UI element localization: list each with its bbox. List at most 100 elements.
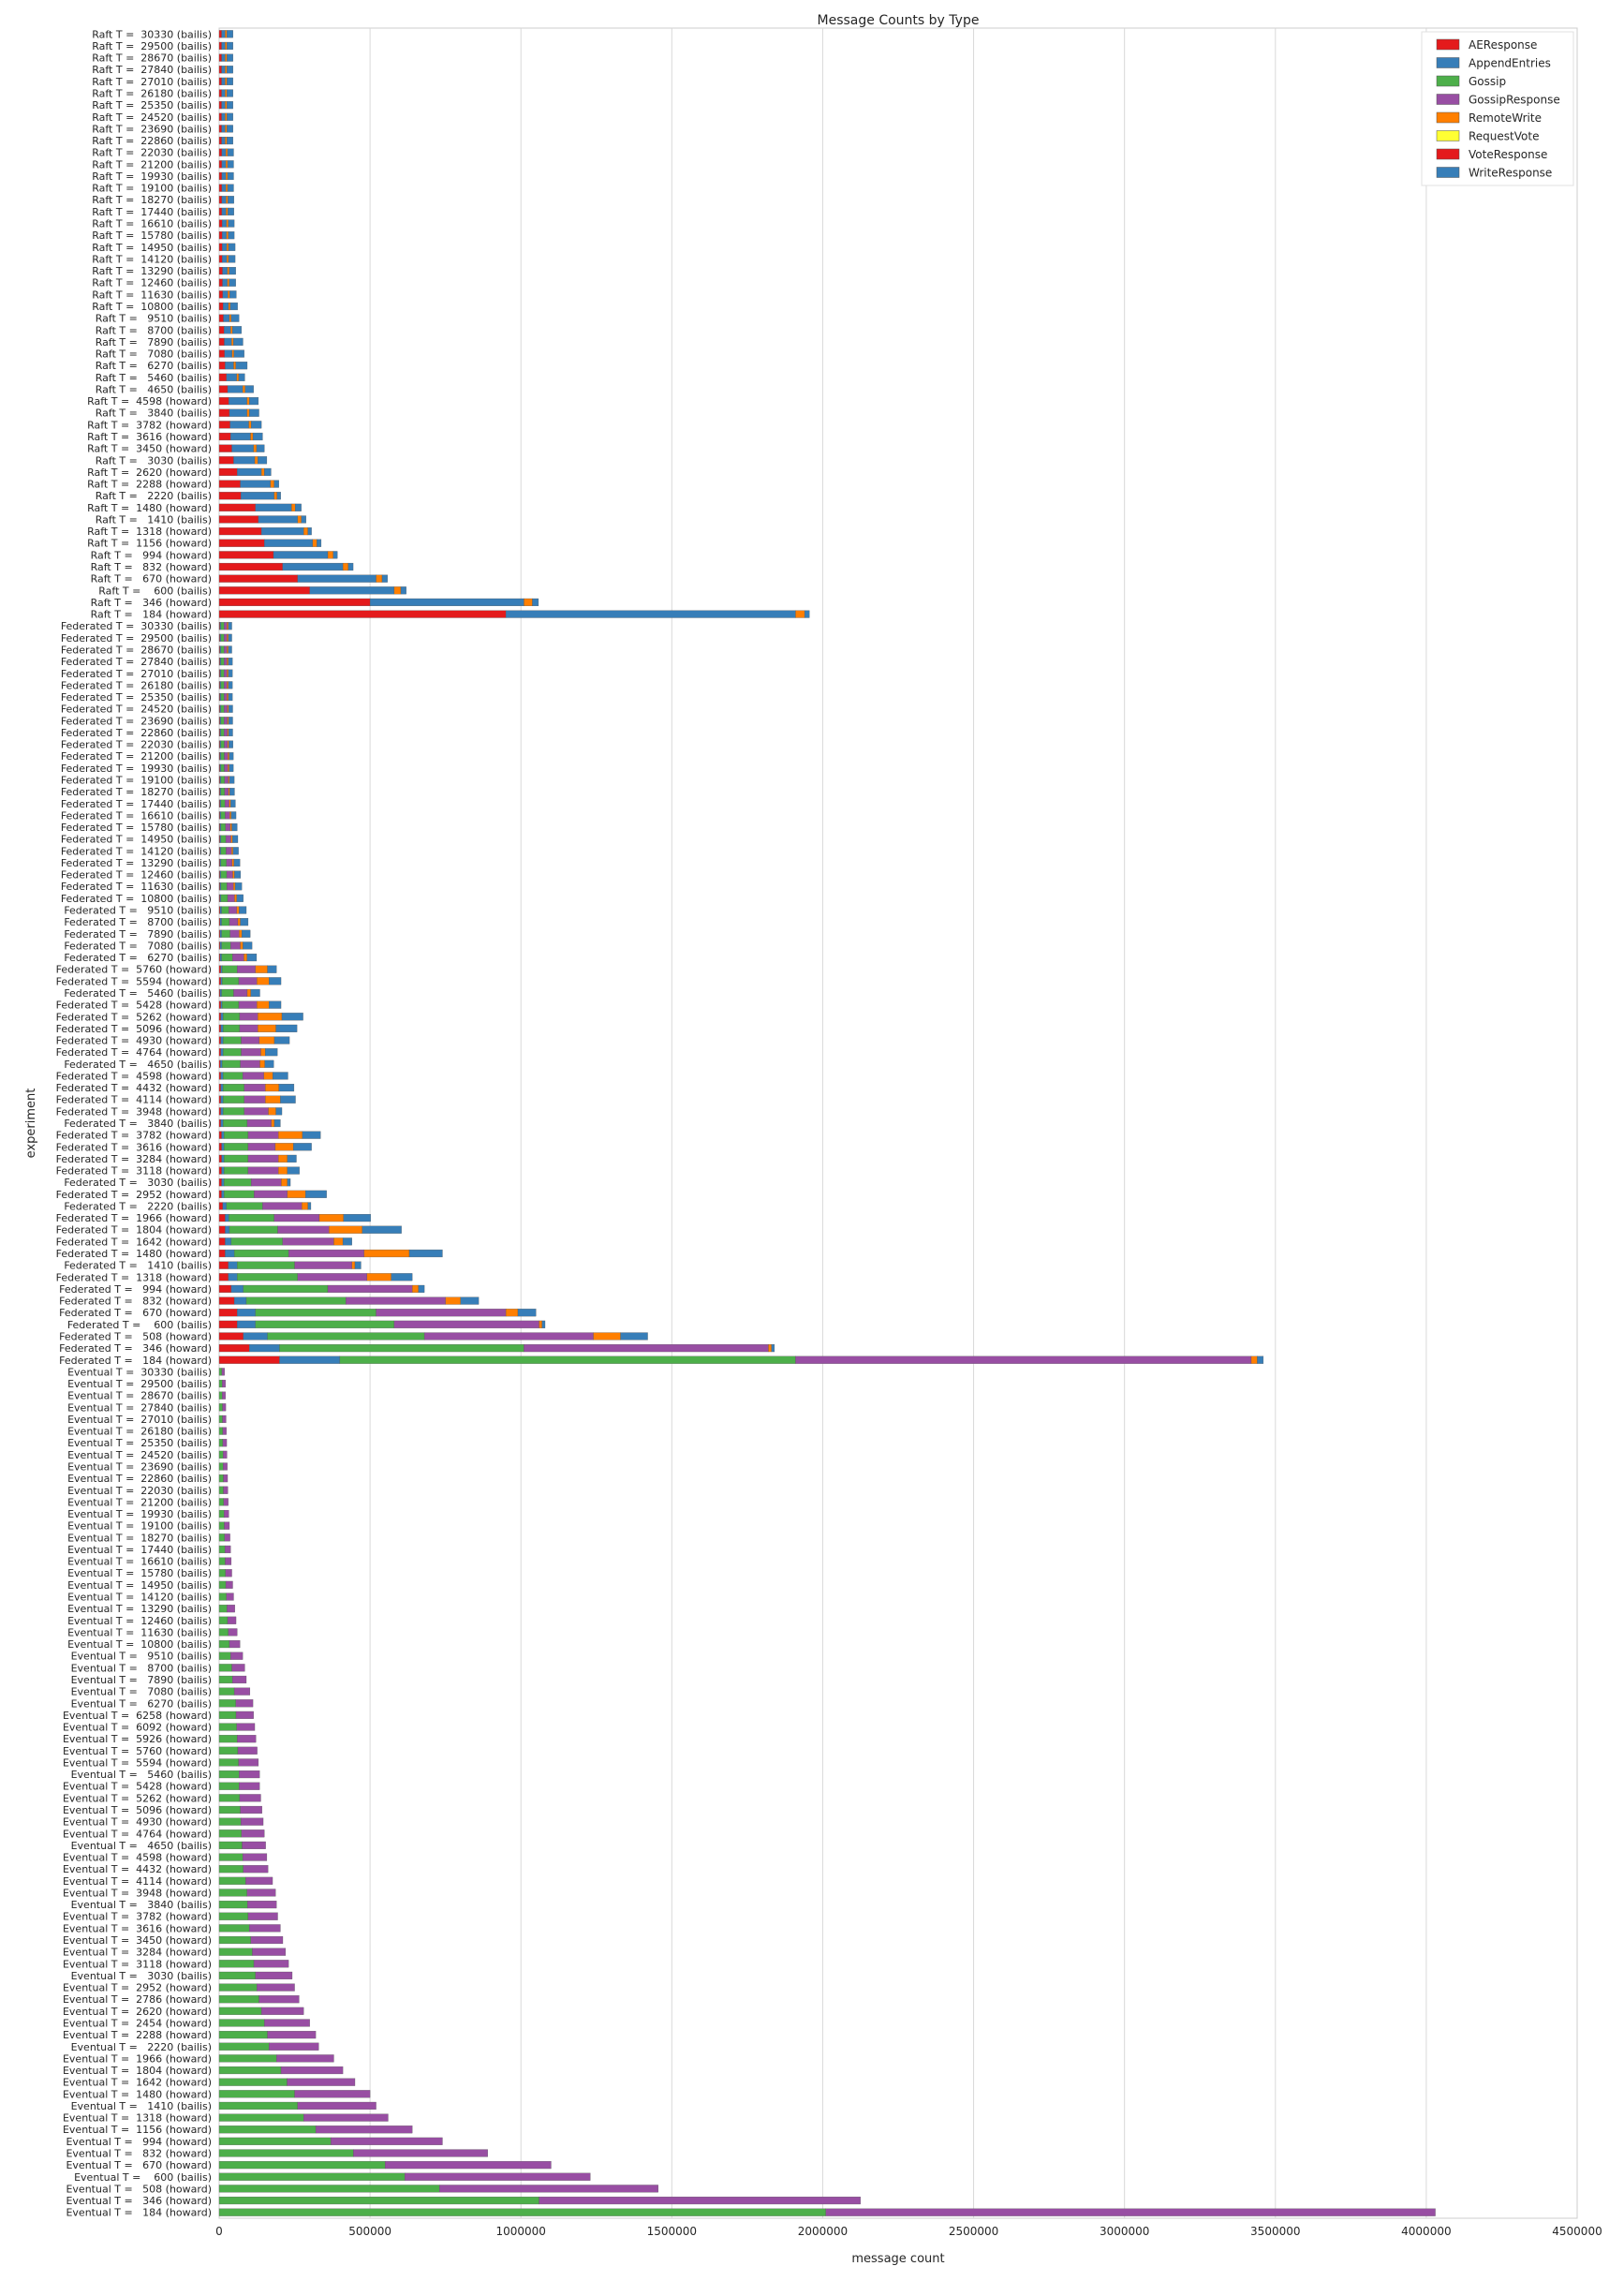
y-tick-label: Eventual T = 2620 (howard) [63,2006,212,2018]
y-tick-label: Eventual T = 2288 (howard) [63,2029,212,2041]
bar-segment-gossip [218,2137,332,2145]
y-tick-label: Eventual T = 2952 (howard) [63,1982,212,1994]
y-tick-label: Raft T = 22030 (bailis) [92,147,212,159]
bar-segment-aeresponse [218,1202,224,1210]
y-tick-label: Federated T = 2952 (howard) [56,1189,212,1201]
bar-segment-gossip [220,858,227,867]
y-tick-label: Raft T = 22860 (bailis) [92,135,212,147]
y-tick-label: Federated T = 25350 (bailis) [61,691,212,704]
bar-segment-gossipresponse [327,1284,413,1293]
y-tick-label: Federated T = 1804 (howard) [56,1224,212,1237]
bar-segment-gossip [224,1178,252,1187]
bar-segment-appendentries [219,988,222,998]
y-tick-label: Eventual T = 2220 (bailis) [71,2041,212,2053]
y-tick-label: Eventual T = 1156 (howard) [63,2124,212,2136]
bar-segment-aeresponse [218,1013,221,1021]
bar-segment-gossipresponse [294,2090,371,2098]
bar-segment-appendentries [225,362,234,370]
bar-segment-aeresponse [218,444,232,452]
bar-segment-appendentries [221,66,226,74]
bar-segment-gossipresponse [247,1143,276,1151]
bar-segment-gossip [220,752,225,761]
legend-swatch [1436,111,1460,124]
legend-label: GossipResponse [1469,94,1560,107]
bar-segment-appendentries [219,752,222,761]
bar-segment-aeresponse [218,1095,221,1103]
bar-segment-appendentries [220,1059,223,1068]
bar-segment-aeresponse [218,1131,222,1139]
bar-segment-writeresponse [228,243,236,251]
bar-segment-gossipresponse [222,1427,227,1435]
bar-segment-writeresponse [229,290,237,299]
bar-segment-gossip [255,1309,376,1317]
bar-segment-aeresponse [218,539,265,547]
x-tick-label: 3000000 [1100,2225,1149,2238]
bar-segment-writeresponse [227,89,233,97]
bar-segment-aeresponse [218,598,371,607]
bar-segment-gossipresponse [524,1344,769,1353]
y-tick-label: Raft T = 2220 (bailis) [96,490,212,502]
y-tick-label: Federated T = 3284 (howard) [56,1153,212,1165]
bar-segment-gossipresponse [250,1935,284,1945]
bar-segment-gossipresponse [223,1450,228,1459]
bar-segment-aeresponse [218,456,234,465]
y-tick-label: Raft T = 1318 (howard) [87,526,212,538]
bar-segment-remotewrite [318,1214,344,1222]
bar-segment-gossipresponse [224,622,228,630]
y-tick-label: Raft T = 14120 (bailis) [92,253,212,265]
bar-segment-gossipresponse [230,1652,244,1660]
y-tick-label: Eventual T = 1410 (bailis) [71,2100,212,2112]
bar-segment-gossip [223,1036,242,1044]
bar-segment-gossipresponse [224,717,228,725]
bar-segment-gossipresponse [231,1664,245,1672]
bar-segment-writeresponse [229,740,233,748]
bar-segment-appendentries [226,373,237,381]
bar-segment-aeresponse [218,184,223,192]
bar-segment-remotewrite [234,894,237,902]
bar-segment-gossip [218,2101,298,2111]
x-tick-label: 0 [215,2225,223,2238]
y-tick-label: Federated T = 5594 (howard) [56,975,212,987]
bar-segment-gossip [230,1237,283,1246]
y-axis-label: experiment [24,1089,38,1159]
bar-segment-aeresponse [218,408,230,417]
bar-segment-gossip [220,681,225,689]
bar-segment-gossipresponse [239,1024,258,1032]
bar-segment-writeresponse [347,562,354,571]
bar-segment-remotewrite [236,906,240,914]
bar-segment-gossipresponse [405,2172,591,2181]
x-tick-labels: 0 500000 1000000 1500000 2000000 2500000 30000… [215,2225,1602,2238]
bar-segment-gossipresponse [227,882,234,891]
bar-segment-aeresponse [218,373,227,381]
bar-segment-writeresponse [249,397,259,406]
bar-segment-gossip [224,1131,249,1139]
bar-segment-gossip [218,1758,239,1767]
y-tick-label: Federated T = 12460 (bailis) [61,869,212,881]
bar-segment-gossipresponse [439,2185,658,2193]
bar-segment-remotewrite [265,1095,281,1103]
y-tick-label: Raft T = 19930 (bailis) [92,170,212,183]
bar-segment-writeresponse [246,954,258,962]
y-tick-label: Eventual T = 17440 (bailis) [67,1544,212,1556]
y-tick-label: Raft T = 7890 (bailis) [96,336,212,348]
bar-segment-gossipresponse [224,681,228,689]
bar-segment-gossip [223,1107,244,1116]
bar-segment-aeresponse [218,1036,221,1044]
bar-segment-remotewrite [248,421,252,429]
y-tick-label: Federated T = 4930 (howard) [56,1035,212,1047]
bar-segment-aeresponse [218,349,225,358]
bar-segment-remotewrite [257,977,270,985]
bar-segment-appendentries [223,302,229,311]
bar-segment-aeresponse [218,1332,244,1340]
y-tick-label: Raft T = 5460 (bailis) [96,372,212,384]
bar-segment-remotewrite [258,1013,283,1021]
bar-segment-aeresponse [218,1024,221,1032]
bar-segment-remotewrite [333,1237,344,1246]
bar-segment-gossipresponse [227,1605,235,1613]
bar-segment-gossipresponse [241,1048,261,1057]
bar-segment-writeresponse [229,278,236,287]
bar-segment-appendentries [221,1154,225,1163]
bar-segment-remotewrite [278,1131,303,1139]
bar-segment-writeresponse [227,136,233,145]
bar-segment-gossip [218,1403,223,1412]
